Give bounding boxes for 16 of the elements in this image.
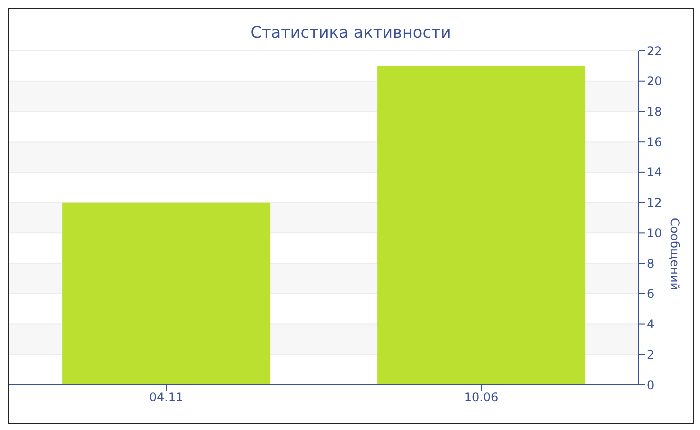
y-tick-label: 2 [647, 348, 655, 362]
y-tick-label: 16 [647, 135, 662, 150]
y-tick-label: 0 [647, 378, 655, 392]
y-tick-label: 14 [647, 166, 662, 180]
x-tick-label: 10.06 [464, 390, 499, 405]
y-tick-label: 20 [647, 74, 662, 89]
y-tick-label: 10 [647, 226, 662, 240]
x-tick-label: 04.11 [149, 390, 184, 405]
chart-title: Статистика активности [250, 23, 452, 44]
y-tick-label: 4 [647, 318, 655, 332]
y-tick-label: 22 [647, 44, 662, 58]
y-tick-label: 12 [647, 196, 662, 210]
y-tick-label: 18 [647, 104, 662, 119]
y-axis-title: Сообщений [668, 218, 682, 291]
y-tick-label: 6 [647, 287, 655, 302]
y-tick-label: 8 [647, 256, 655, 271]
